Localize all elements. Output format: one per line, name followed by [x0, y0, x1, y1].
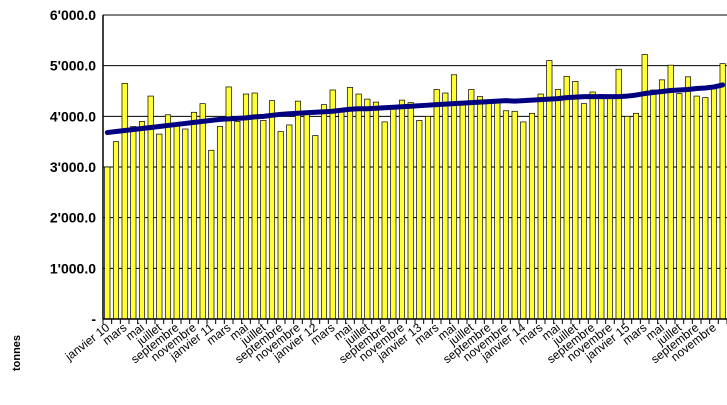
bar	[450, 74, 458, 320]
x-tick-labels: janvier 10marsmaijuilletseptembrenovembr…	[62, 320, 719, 366]
bar	[537, 93, 544, 320]
bar	[598, 94, 605, 320]
bar	[156, 133, 163, 320]
bar	[563, 75, 570, 320]
bar	[676, 93, 683, 320]
bar	[190, 111, 198, 320]
bar	[182, 128, 189, 320]
bar	[312, 135, 319, 320]
bar	[632, 112, 640, 320]
bar	[407, 102, 414, 320]
bar	[485, 101, 492, 320]
bar	[667, 64, 674, 320]
bar	[719, 63, 726, 320]
bar	[364, 98, 371, 320]
bar	[260, 120, 267, 320]
bar	[606, 94, 614, 320]
bar	[346, 87, 354, 320]
bar	[329, 89, 336, 320]
bar	[277, 131, 284, 320]
bar	[528, 112, 536, 320]
bar	[294, 100, 302, 320]
bar	[372, 101, 380, 320]
y-tick-label: 2'000.0	[50, 210, 96, 226]
bar	[164, 114, 172, 320]
bar	[502, 110, 510, 320]
bar	[554, 89, 562, 320]
bar	[355, 93, 362, 320]
bar	[251, 92, 258, 320]
y-tick-label: 1'000.0	[50, 260, 96, 276]
bar	[693, 95, 700, 320]
bar	[684, 76, 692, 320]
bar	[710, 87, 718, 320]
bar	[338, 109, 345, 320]
bar	[104, 166, 111, 320]
trend-line-series	[104, 82, 726, 136]
bar	[511, 110, 518, 320]
bar	[398, 99, 406, 320]
bar	[459, 102, 466, 320]
bar	[624, 115, 631, 320]
bar	[130, 126, 137, 320]
bar	[702, 97, 709, 320]
bar-series	[104, 54, 726, 320]
bar	[234, 121, 241, 320]
bar	[390, 106, 397, 320]
bar	[112, 141, 120, 320]
bar	[216, 126, 224, 320]
y-tick-label: -	[91, 311, 96, 327]
bar	[442, 92, 449, 320]
bar	[199, 103, 206, 320]
bar	[121, 83, 128, 320]
y-tick-label: 3'000.0	[50, 159, 96, 175]
bar	[225, 86, 232, 320]
y-tick-label: 4'000.0	[50, 108, 96, 124]
bar	[433, 89, 440, 320]
bar	[468, 89, 475, 320]
bar	[208, 149, 215, 320]
bar	[589, 91, 596, 320]
bar	[242, 93, 250, 320]
bar	[650, 89, 657, 320]
bar	[424, 115, 432, 320]
bar	[138, 121, 146, 320]
y-tick-labels: - 1'000.0 2'000.0 3'000.0 4'000.0 5'000.0 6'00…	[50, 7, 96, 327]
bar	[476, 96, 484, 320]
bar	[658, 79, 666, 320]
bar	[173, 123, 180, 320]
y-tick-label: 6'000.0	[50, 7, 96, 23]
bar	[416, 120, 423, 320]
bar	[320, 104, 328, 320]
bar	[615, 68, 622, 320]
axes	[102, 14, 727, 324]
bar	[572, 81, 579, 320]
trend-line	[104, 82, 726, 136]
bar	[494, 100, 501, 320]
bar	[580, 103, 588, 320]
bar	[286, 124, 293, 320]
bar	[381, 121, 388, 320]
bar	[520, 121, 527, 320]
bar	[268, 100, 276, 320]
bar	[303, 113, 310, 320]
y-axis-label: tonnes	[11, 335, 23, 371]
y-tick-label: 5'000.0	[50, 58, 96, 74]
